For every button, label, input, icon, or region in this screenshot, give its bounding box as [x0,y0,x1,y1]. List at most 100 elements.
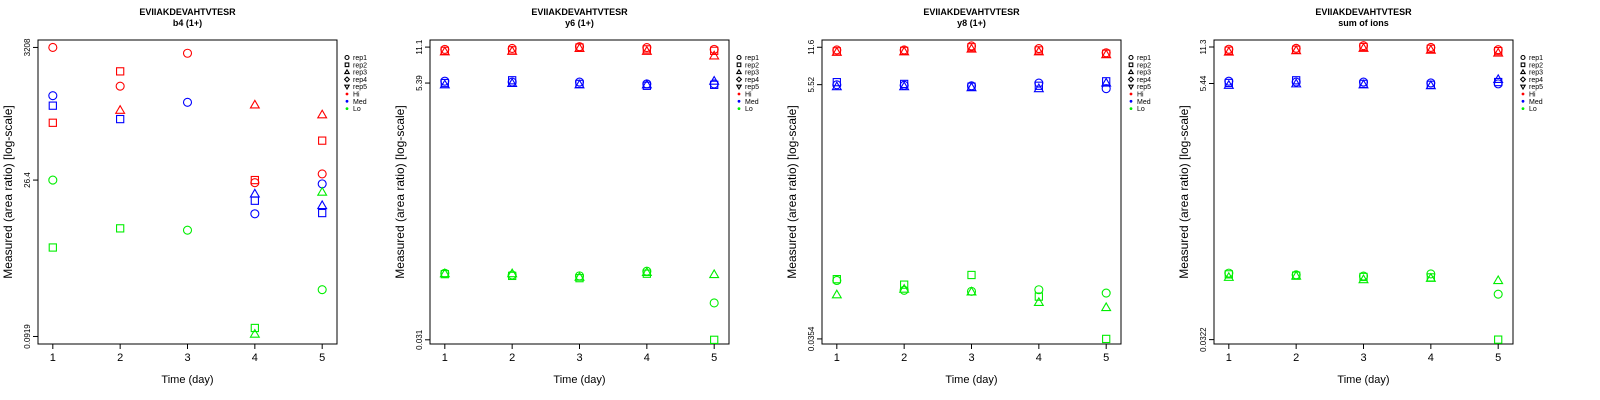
data-point [48,118,57,127]
data-point [832,275,841,284]
data-point [1425,272,1437,282]
data-point [317,169,327,179]
x-tick-label: 4 [1428,352,1434,364]
data-point [1223,271,1235,281]
legend-label: rep2 [745,62,759,69]
y-tick-label: 0.0354 [807,326,816,351]
data-point [316,199,328,210]
data-point [1494,335,1503,344]
data-point [440,269,449,279]
data-point [1223,79,1235,89]
legend-marker [1127,68,1135,75]
data-point [1224,270,1233,279]
data-point [1492,274,1504,285]
x-tick-label: 1 [50,352,56,364]
data-point [831,289,843,299]
data-point [114,104,126,114]
legend-marker [736,54,742,61]
x-tick-label: 5 [1103,352,1109,364]
legend-label: rep5 [1137,84,1151,91]
data-point [1101,84,1111,94]
legend-label: rep4 [745,77,759,84]
legend-label: rep2 [1137,62,1151,69]
data-point [966,81,977,92]
legend-label: Hi [1137,92,1144,99]
y-tick-label: 5.52 [807,76,816,92]
data-point [318,136,327,145]
data-point [116,114,125,124]
legend-label: rep4 [353,77,367,84]
data-point [966,286,977,296]
data-point [48,101,57,110]
legend-label: Med [1529,99,1543,106]
data-point [250,209,260,219]
data-point [116,67,125,76]
data-point [708,268,720,279]
data-point [1033,82,1045,93]
legend-label: Lo [353,106,361,113]
data-point [48,243,57,252]
legend-label: rep3 [745,70,759,77]
legend-marker [1519,84,1527,91]
y-tick-label: 26.4 [23,172,32,188]
data-point [1358,42,1369,52]
legend-label: rep1 [745,55,759,62]
y-axis-label: Measured (area ratio) [log-scale] [785,105,799,278]
x-tick-label: 2 [1293,352,1299,364]
legend-marker [343,76,351,83]
legend-color-dot [737,107,741,110]
legend-marker [1520,62,1526,68]
legend-color-dot [737,92,741,96]
x-tick-label: 4 [252,352,258,364]
data-point [1100,77,1112,87]
y-axis-label: Measured (area ratio) [log-scale] [1,105,15,278]
y-tick-label: 0.031 [415,329,424,350]
data-point [899,285,909,295]
x-tick-label: 2 [117,352,123,364]
data-point [506,268,518,278]
legend-label: Hi [353,92,360,99]
data-point [1425,44,1437,54]
data-point [1290,270,1302,280]
data-point [316,186,328,196]
data-point [574,42,585,53]
legend-color-dot [1521,99,1525,103]
legend-marker [343,68,351,75]
legend-label: Hi [1529,92,1536,99]
legend-marker [1127,84,1135,91]
data-point [574,271,585,281]
data-point [831,46,843,56]
x-axis-label: Time (day) [161,374,213,386]
legend-marker [344,54,350,61]
data-point [641,79,653,89]
data-point [1493,79,1503,89]
chart-subtitle: y6 (1+) [565,18,594,28]
legend-label: Med [1137,99,1151,106]
data-point [641,45,653,55]
data-point [506,45,518,55]
legend-color-dot [345,107,349,110]
data-point [182,48,193,58]
y-tick-label: 11.1 [415,39,424,55]
legend-label: rep5 [745,84,759,91]
legend-label: rep5 [353,84,367,91]
data-point [832,80,842,90]
x-tick-label: 3 [968,352,974,364]
legend-label: rep2 [353,62,367,69]
data-point [439,79,451,89]
data-point [898,283,910,293]
legend-label: rep3 [1137,70,1151,77]
legend-label: rep3 [353,70,367,77]
y-axis-label: Measured (area ratio) [log-scale] [393,105,407,278]
data-point [249,188,261,198]
x-tick-label: 5 [711,352,717,364]
x-tick-label: 3 [1360,352,1366,364]
chart-title: EVIIAKDEVAHTVTESR [139,7,236,17]
y-tick-label: 3208 [23,38,32,56]
legend-marker [1519,76,1527,83]
data-point [574,79,585,89]
legend-label: Lo [745,106,753,113]
y-tick-label: 5.39 [415,75,424,91]
